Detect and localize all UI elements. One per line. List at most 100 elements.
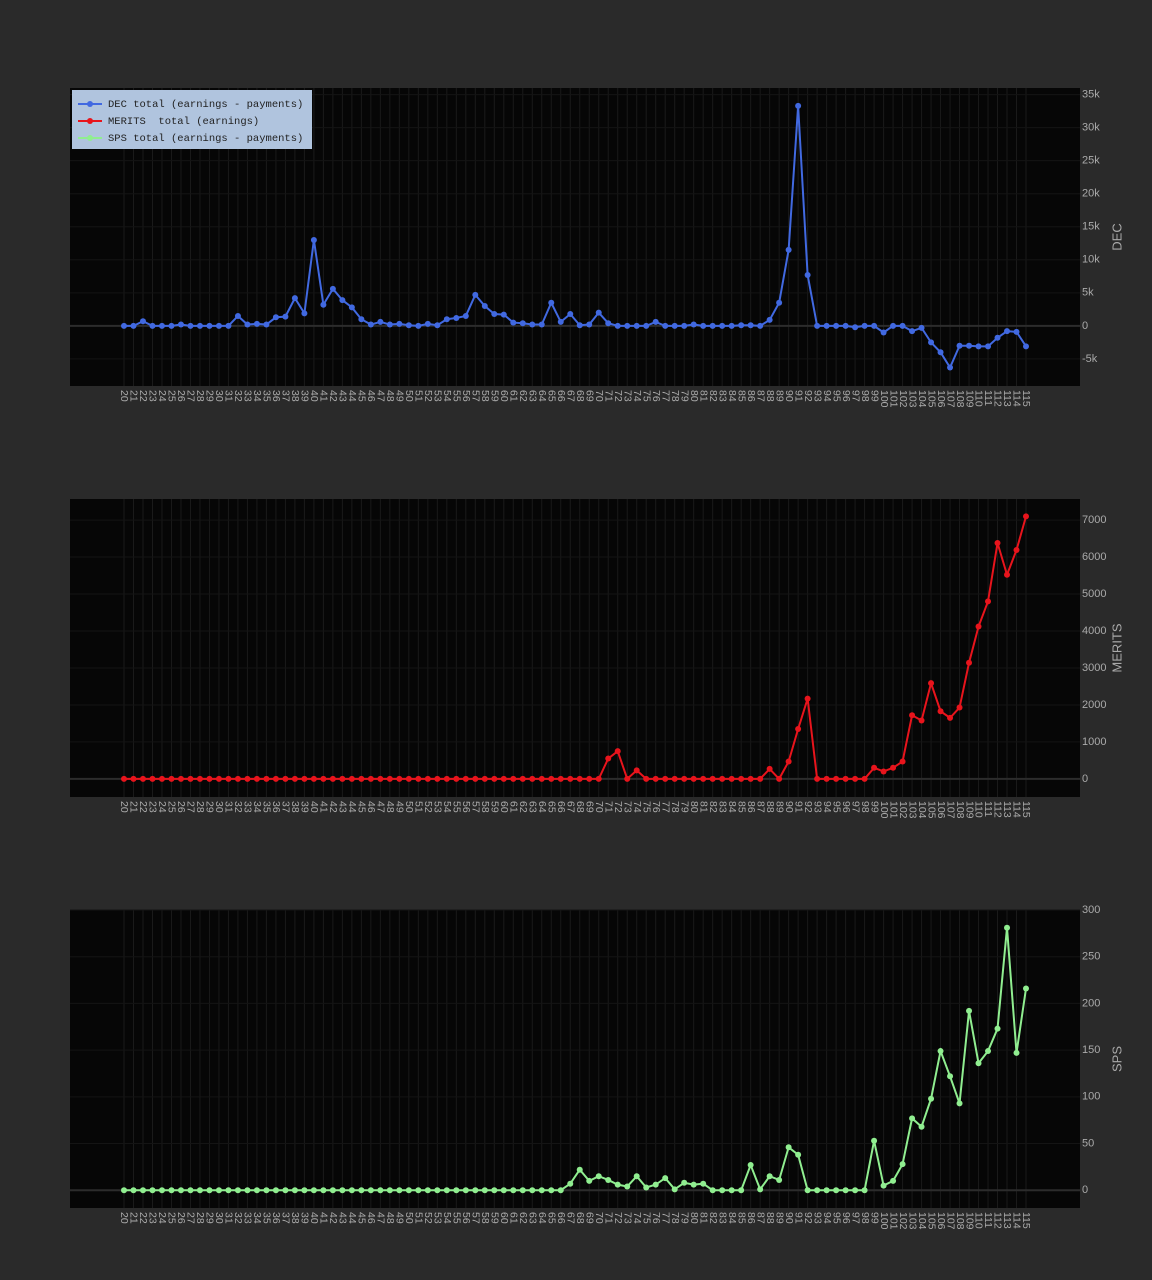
x-tick-label: 78 <box>669 390 681 402</box>
point <box>519 1187 526 1194</box>
point <box>795 102 802 109</box>
x-tick-label: 79 <box>678 801 690 813</box>
x-tick-label: 66 <box>555 801 567 813</box>
point <box>491 310 498 317</box>
point <box>643 775 650 782</box>
point <box>462 775 469 782</box>
x-tick-label: 82 <box>707 801 719 813</box>
point <box>367 321 374 328</box>
point <box>472 775 479 782</box>
x-tick-label: 24 <box>156 801 168 813</box>
point <box>1023 985 1029 992</box>
x-tick-label: 58 <box>479 801 491 813</box>
x-tick-label: 27 <box>185 390 197 402</box>
point <box>700 322 707 329</box>
x-tick-label: 31 <box>223 390 235 402</box>
point <box>814 322 821 329</box>
x-tick-label: 34 <box>251 390 263 402</box>
point <box>880 329 887 336</box>
point <box>899 758 906 765</box>
x-tick-label: 62 <box>517 1212 529 1224</box>
x-tick-label: 49 <box>394 1212 406 1224</box>
x-tick-label: 93 <box>811 390 823 402</box>
x-tick-label: 53 <box>432 801 444 813</box>
x-tick-label: 59 <box>489 390 501 402</box>
y-tick-label: 2000 <box>1082 699 1106 711</box>
x-tick-label: 23 <box>147 801 159 813</box>
y-tick-label: 100 <box>1082 1091 1100 1103</box>
x-tick-label: 96 <box>840 801 852 813</box>
x-tick-label: 84 <box>726 1212 738 1224</box>
x-tick-label: 52 <box>422 390 434 402</box>
point <box>130 775 137 782</box>
point <box>500 311 507 318</box>
point <box>776 775 783 782</box>
x-tick-label: 24 <box>156 1212 168 1224</box>
point <box>196 1187 203 1194</box>
point <box>443 1187 450 1194</box>
point <box>728 322 735 329</box>
x-tick-label: 71 <box>602 1212 614 1224</box>
x-tick-label: 21 <box>128 390 140 402</box>
x-tick-label: 101 <box>887 801 899 819</box>
point <box>291 1187 298 1194</box>
point <box>633 767 640 774</box>
point <box>121 775 127 782</box>
x-tick-label: 48 <box>384 390 396 402</box>
point <box>529 775 536 782</box>
point <box>852 775 859 782</box>
point <box>633 1173 640 1180</box>
x-tick-label: 37 <box>280 801 292 813</box>
y-tick-label: 15k <box>1082 221 1100 233</box>
point <box>994 1025 1001 1032</box>
point <box>842 1187 849 1194</box>
y-tick-label: 35k <box>1082 89 1100 101</box>
x-tick-label: 108 <box>954 1212 966 1230</box>
x-tick-label: 69 <box>583 1212 595 1224</box>
x-tick-label: 107 <box>944 801 956 819</box>
y-tick-label: -5k <box>1082 353 1098 365</box>
point <box>253 775 260 782</box>
point <box>567 775 574 782</box>
point <box>814 1187 821 1194</box>
x-tick-label: 38 <box>289 1212 301 1224</box>
y-tick-label: 200 <box>1082 997 1100 1009</box>
x-tick-label: 102 <box>897 801 909 819</box>
x-tick-label: 114 <box>1011 801 1023 818</box>
x-tick-label: 59 <box>489 1212 501 1224</box>
y-tick-label: 5000 <box>1082 588 1106 600</box>
x-tick-label: 65 <box>545 1212 557 1224</box>
point <box>766 765 773 772</box>
point <box>709 1187 716 1194</box>
x-tick-label: 67 <box>564 390 576 402</box>
point <box>320 301 327 308</box>
x-tick-label: 72 <box>612 390 624 402</box>
x-tick-label: 77 <box>659 801 671 813</box>
point <box>529 321 536 328</box>
point <box>719 775 726 782</box>
x-tick-label: 103 <box>906 390 918 408</box>
x-tick-label: 95 <box>830 801 842 813</box>
point <box>415 1187 422 1194</box>
x-tick-label: 67 <box>564 801 576 813</box>
x-tick-label: 100 <box>878 390 890 408</box>
x-tick-label: 111 <box>982 1212 994 1228</box>
x-tick-label: 46 <box>365 1212 377 1224</box>
point <box>633 322 640 329</box>
x-tick-label: 74 <box>631 1212 643 1224</box>
x-tick-label: 42 <box>327 1212 339 1224</box>
point <box>424 1187 431 1194</box>
point <box>747 1162 754 1169</box>
x-tick-label: 82 <box>707 1212 719 1224</box>
x-tick-label: 115 <box>1020 1212 1032 1229</box>
point <box>348 1187 355 1194</box>
legend-marker <box>87 118 93 124</box>
x-tick-label: 112 <box>992 390 1004 407</box>
x-tick-label: 55 <box>451 390 463 402</box>
point <box>624 322 631 329</box>
x-tick-label: 81 <box>697 801 709 813</box>
x-tick-label: 30 <box>213 390 225 402</box>
point <box>1004 328 1011 335</box>
x-tick-label: 26 <box>175 390 187 402</box>
point <box>966 342 973 349</box>
